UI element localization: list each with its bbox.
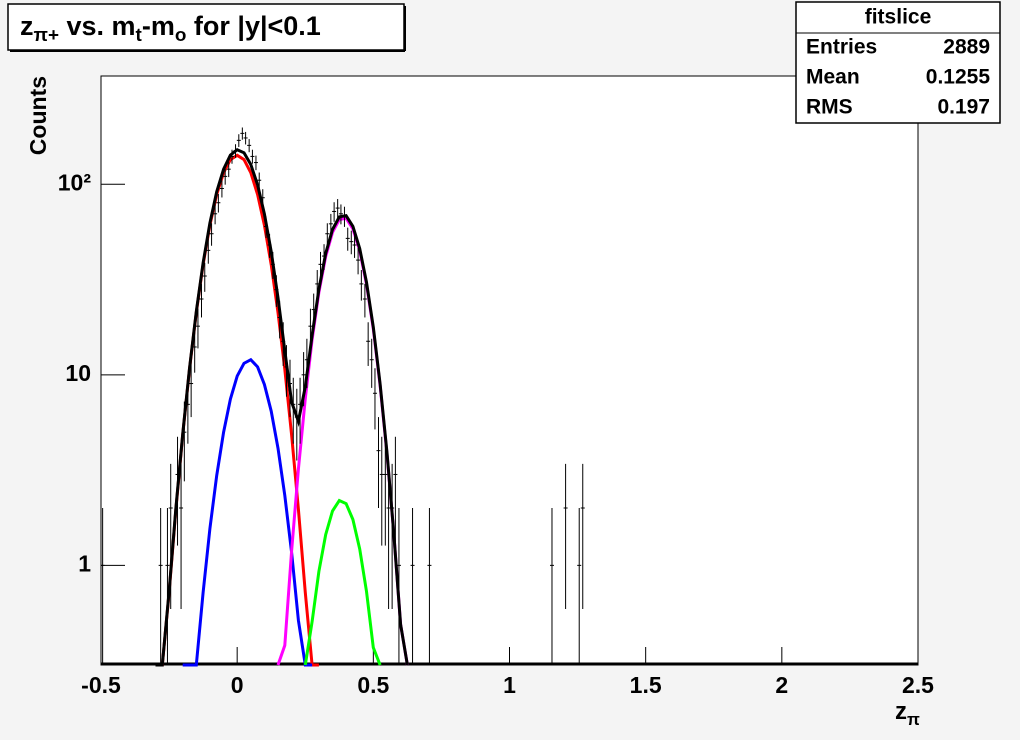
fit-curve bbox=[182, 357, 313, 667]
x-tick-label: 2 bbox=[775, 672, 788, 698]
text-segment: -m bbox=[142, 11, 175, 41]
text-segment: z bbox=[20, 11, 34, 41]
subscript: t bbox=[136, 25, 143, 46]
subscript: π bbox=[907, 710, 920, 729]
chart-title: zπ+ vs. mt-mo for |y|<0.1 bbox=[20, 11, 321, 46]
y-tick-label: 1 bbox=[78, 550, 91, 576]
stats-title: fitslice bbox=[865, 6, 932, 29]
plot-frame bbox=[100, 75, 919, 666]
stats-value: 0.197 bbox=[937, 96, 990, 119]
x-tick-label: 0.5 bbox=[357, 672, 389, 698]
x-tick-label: 2.5 bbox=[902, 672, 934, 698]
text-segment: vs. m bbox=[59, 11, 136, 41]
subscript: π+ bbox=[34, 25, 60, 46]
stats-value: 0.1255 bbox=[926, 66, 991, 89]
y-axis-label: Counts bbox=[25, 76, 51, 155]
stats-value: 2889 bbox=[943, 36, 990, 59]
stats-box: fitslice Entries 2889 Mean 0.1255 RMS 0.… bbox=[795, 1, 1001, 124]
x-tick-label: 1.5 bbox=[630, 672, 662, 698]
x-tick-label: 0 bbox=[231, 672, 244, 698]
fit-curve bbox=[155, 147, 409, 667]
stats-label: RMS bbox=[806, 96, 853, 119]
text-segment: for |y|<0.1 bbox=[186, 11, 320, 41]
text-segment: z bbox=[895, 698, 907, 725]
fit-curve bbox=[303, 498, 382, 666]
y-tick-label: 10 bbox=[65, 360, 91, 386]
title-box bbox=[7, 3, 405, 51]
y-tick-label: 10² bbox=[58, 169, 92, 195]
stats-label: Entries bbox=[806, 36, 877, 59]
subscript: o bbox=[175, 25, 187, 46]
x-tick-label: 1 bbox=[503, 672, 516, 698]
x-tick-label: -0.5 bbox=[81, 672, 121, 698]
x-axis-label: zπ bbox=[895, 698, 920, 729]
stats-label: Mean bbox=[806, 66, 860, 89]
stats-frame bbox=[795, 1, 1001, 124]
